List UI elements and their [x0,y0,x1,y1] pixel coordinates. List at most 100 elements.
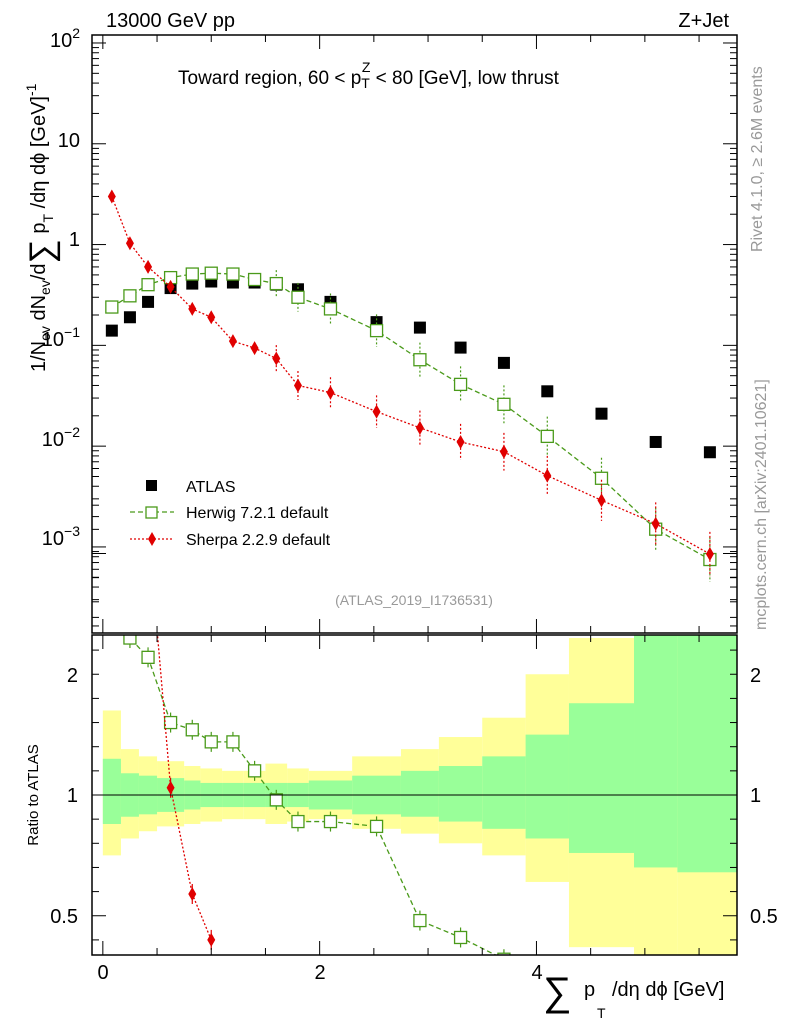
data-point-0 [105,324,118,337]
inner-band-bin [525,734,569,839]
data-point-1 [594,471,609,485]
legend-sherpa-label: Sherpa 2.2.9 default [186,532,331,549]
legend: ATLAS Herwig 7.2.1 default Sherpa 2.2.9 … [130,479,331,549]
data-point-2 [188,301,197,316]
data-point-2 [250,341,259,356]
inner-band-bin [677,635,737,873]
data-point-0 [497,356,510,369]
data-point-0 [123,311,136,324]
plot-title: Toward region, 60 < pTZ < 80 [GeV], low … [178,59,560,91]
ratio-tick-label-1-right: 1 [750,785,761,807]
inner-band-bin [482,756,526,829]
y-tick-label-100: 102 [50,25,80,52]
ratio-point-0 [453,930,468,945]
data-point-2 [293,378,302,393]
x-tick-label-0: 0 [97,962,108,984]
ratio-tick-label-2-left: 2 [67,665,78,687]
ratio-point-0 [141,650,155,664]
y-tick-label-0.1: 10−1 [42,324,80,351]
data-point-2 [543,468,552,483]
ratio-point-0 [226,735,240,749]
ratio-tick-label-0.5-right: 0.5 [750,906,778,928]
data-point-0 [595,407,608,420]
ratio-point-0 [413,913,427,928]
svg-text:Toward region, 60 < pTZ < 80 [: Toward region, 60 < pTZ < 80 [GeV], low … [178,59,560,91]
ratio-tick-label-0.5-left: 0.5 [50,906,78,928]
data-point-1 [141,278,155,292]
data-point-2 [456,434,465,449]
data-point-0 [649,435,662,448]
y-tick-label-0.01: 10−2 [42,424,80,451]
ratio-y-tick-labels: 2 1 0.5 2 1 0.5 [50,665,778,928]
inner-band-bin [634,635,678,868]
ratio-point-0 [247,764,262,778]
data-point-1 [369,323,384,338]
data-point-1 [497,397,511,411]
main-frame [91,34,738,634]
header-left: 13000 GeV pp [106,10,235,32]
data-point-2 [144,259,153,274]
data-point-0 [142,295,155,308]
legend-herwig-marker [145,506,158,519]
inner-band-bin [568,703,635,853]
data-point-1 [323,302,338,316]
ratio-point-0 [291,814,305,829]
y-tick-label-1: 1 [69,229,80,251]
data-point-1 [540,429,554,444]
data-point-1 [123,289,137,303]
ratio-tick-label-2-right: 2 [750,665,761,687]
data-point-1 [291,290,305,304]
legend-atlas-marker [146,480,157,491]
ratio-point-0 [123,635,137,645]
data-point-2 [597,493,606,508]
ratio-point-0 [163,715,178,730]
legend-herwig-label: Herwig 7.2.1 default [186,505,329,522]
ratio-tick-label-1-left: 1 [67,785,78,807]
ratio-point-0 [269,793,283,807]
ratio-y-label: Ratio to ATLAS [25,744,42,845]
inner-band-bin [400,770,439,817]
data-point-1 [204,266,218,280]
data-point-2 [207,310,216,325]
rivet-label: Rivet 4.1.0, ≥ 2.6M events [749,66,766,252]
data-point-1 [453,377,468,392]
data-point-0 [454,341,467,354]
data-point-1 [226,267,240,281]
svg-text:/dη dϕ [GeV]: /dη dϕ [GeV] [612,979,724,1001]
mcplots-label: mcplots.cern.ch [arXiv:2401.10621] [753,379,770,630]
ratio-line-0 [126,635,497,955]
svg-text:T: T [597,1005,606,1021]
axis-ticks [92,35,737,955]
data-point-1 [105,300,119,314]
data-point-2 [705,547,714,562]
ratio-series [123,518,511,955]
main-series [105,189,717,582]
svg-text:p: p [584,979,595,1001]
ratio-point-0 [497,952,511,955]
ratio-point-1 [207,932,216,947]
legend-sherpa-marker [148,532,156,546]
x-tick-labels: 0 2 4 [97,962,542,984]
data-point-2 [499,444,508,459]
y-tick-label-0.001: 10−3 [42,523,80,550]
ratio-point-0 [185,723,199,737]
y-tick-label-10: 10 [58,130,80,152]
legend-atlas-label: ATLAS [186,479,236,496]
ratio-point-1 [144,518,152,532]
data-point-1 [269,276,283,291]
x-axis-label: ∑ p T /dη dϕ [GeV] [543,970,724,1021]
x-tick-label-2: 2 [314,962,325,984]
data-point-2 [272,351,281,366]
ratio-point-1 [166,780,175,795]
ratio-point-1 [188,887,197,902]
inner-band-bin [438,766,483,822]
data-point-1 [247,272,262,287]
data-point-2 [107,189,116,204]
ratio-point-0 [369,819,384,834]
data-point-0 [413,321,426,334]
ratio-point-0 [204,735,218,749]
data-point-2 [228,334,237,349]
ratio-point-0 [323,814,338,829]
data-point-2 [651,516,660,531]
